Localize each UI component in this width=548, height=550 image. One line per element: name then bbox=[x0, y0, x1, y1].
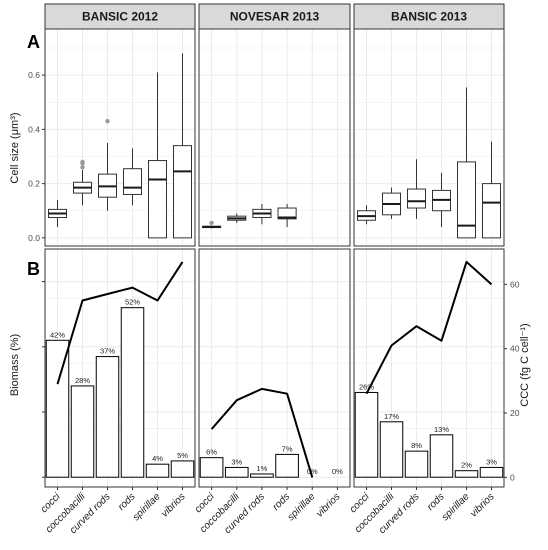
facet-strip bbox=[353, 3, 505, 30]
y2-tick-label: 0 bbox=[510, 472, 515, 482]
panel-b-border bbox=[44, 248, 196, 488]
panel-letter-b: B bbox=[27, 259, 40, 279]
biomass-data-label: 42% bbox=[50, 330, 65, 339]
panel-letter-a: A bbox=[27, 32, 40, 52]
y-tick-label: 0.2 bbox=[28, 179, 40, 189]
x-tick-label: rods bbox=[116, 491, 138, 513]
ylabel-cell-size: Cell size (μm³) bbox=[9, 112, 21, 183]
panel-b-background bbox=[199, 249, 350, 487]
x-tick-label: vibrios bbox=[159, 491, 187, 519]
ylabel-biomass: Biomass (%) bbox=[9, 334, 21, 396]
biomass-bar bbox=[120, 307, 145, 478]
biomass-data-label: 0% bbox=[307, 467, 318, 476]
box-outlier bbox=[80, 165, 85, 170]
biomass-data-label: 3% bbox=[486, 457, 497, 466]
biomass-data-label: 4% bbox=[152, 454, 163, 463]
biomass-bar bbox=[95, 356, 120, 478]
biomass-data-label: 6% bbox=[206, 448, 217, 457]
facet-title: BANSIC 2013 bbox=[391, 10, 467, 24]
y-tick-label: 0.6 bbox=[28, 70, 40, 80]
biomass-data-label: 8% bbox=[411, 441, 422, 450]
ccc-line bbox=[210, 387, 314, 478]
ccc-line bbox=[365, 260, 493, 395]
biomass-bar bbox=[454, 470, 479, 478]
panel-a-border bbox=[353, 28, 505, 247]
ccc-line bbox=[56, 261, 184, 385]
panel-b-background bbox=[45, 249, 195, 487]
panel-b-border bbox=[198, 248, 351, 488]
biomass-bar bbox=[354, 391, 379, 478]
y2-tick-label: 40 bbox=[510, 344, 520, 354]
facet-title: NOVESAR 2013 bbox=[230, 10, 320, 24]
box-body bbox=[123, 168, 142, 195]
biomass-bar bbox=[379, 421, 404, 478]
box-body bbox=[457, 161, 476, 239]
x-tick-label: spirillae bbox=[440, 491, 472, 523]
biomass-data-label: 26% bbox=[359, 382, 374, 391]
biomass-bar bbox=[250, 473, 274, 478]
box-body bbox=[407, 188, 426, 209]
panel-a-background bbox=[45, 29, 195, 246]
biomass-data-label: 28% bbox=[75, 376, 90, 385]
y2-tick-label: 20 bbox=[510, 408, 520, 418]
biomass-data-label: 1% bbox=[256, 464, 267, 473]
biomass-data-label: 17% bbox=[384, 412, 399, 421]
y-tick-label: 0.4 bbox=[28, 124, 40, 134]
facet-title: BANSIC 2012 bbox=[82, 10, 158, 24]
box-body bbox=[482, 183, 501, 239]
x-tick-label: rods bbox=[271, 491, 293, 513]
box-body bbox=[148, 160, 167, 239]
biomass-bar bbox=[275, 453, 299, 478]
box-body bbox=[173, 145, 192, 239]
y2-tick-label: 60 bbox=[510, 279, 520, 289]
biomass-bar bbox=[170, 460, 195, 478]
panel-a-border bbox=[44, 28, 196, 247]
x-tick-label: rods bbox=[425, 491, 447, 513]
panel-b-border bbox=[353, 248, 505, 488]
x-tick-label: vibrios bbox=[468, 491, 496, 519]
box-outlier bbox=[209, 220, 214, 226]
box-body bbox=[277, 207, 297, 220]
y-tick-label: 0.0 bbox=[28, 233, 40, 243]
biomass-data-label: 5% bbox=[177, 451, 188, 460]
biomass-data-label: 2% bbox=[461, 461, 472, 470]
biomass-bar bbox=[429, 434, 454, 478]
biomass-data-label: 0% bbox=[332, 467, 343, 476]
panel-a-background bbox=[199, 29, 350, 246]
biomass-bar bbox=[45, 339, 70, 478]
biomass-bar bbox=[404, 450, 429, 478]
x-tick-label: spirillae bbox=[131, 491, 163, 523]
biomass-bar bbox=[145, 463, 170, 478]
box-outlier bbox=[105, 119, 110, 124]
biomass-bar bbox=[479, 466, 504, 478]
facet-strip bbox=[44, 3, 196, 30]
biomass-bar bbox=[70, 385, 95, 478]
biomass-data-label: 13% bbox=[434, 425, 449, 434]
biomass-bar bbox=[199, 457, 224, 478]
biomass-data-label: 3% bbox=[231, 457, 242, 466]
box-outlier bbox=[80, 159, 85, 165]
ylabel-ccc: CCC (fg C cell⁻¹) bbox=[519, 323, 531, 406]
panel-a-background bbox=[354, 29, 504, 246]
biomass-bar bbox=[224, 466, 249, 478]
biomass-data-label: 7% bbox=[282, 444, 293, 453]
panel-a-border bbox=[198, 28, 351, 247]
x-tick-label: spirillae bbox=[286, 491, 318, 523]
biomass-data-label: 37% bbox=[100, 347, 115, 356]
x-tick-label: vibrios bbox=[314, 491, 342, 519]
biomass-data-label: 52% bbox=[125, 298, 140, 307]
